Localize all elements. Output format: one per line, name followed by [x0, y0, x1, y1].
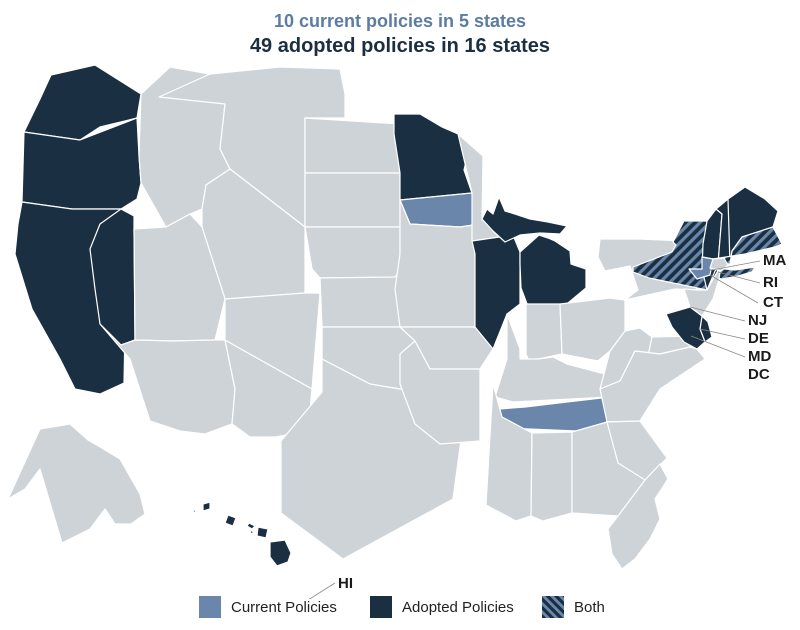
svg-text:CT: CT	[763, 294, 783, 311]
svg-text:NJ: NJ	[748, 312, 767, 329]
svg-text:HI: HI	[338, 575, 353, 592]
svg-text:MA: MA	[763, 252, 786, 269]
svg-text:DE: DE	[748, 330, 769, 347]
svg-text:RI: RI	[763, 274, 778, 291]
svg-text:MD: MD	[748, 348, 771, 365]
svg-text:DC: DC	[748, 366, 770, 383]
